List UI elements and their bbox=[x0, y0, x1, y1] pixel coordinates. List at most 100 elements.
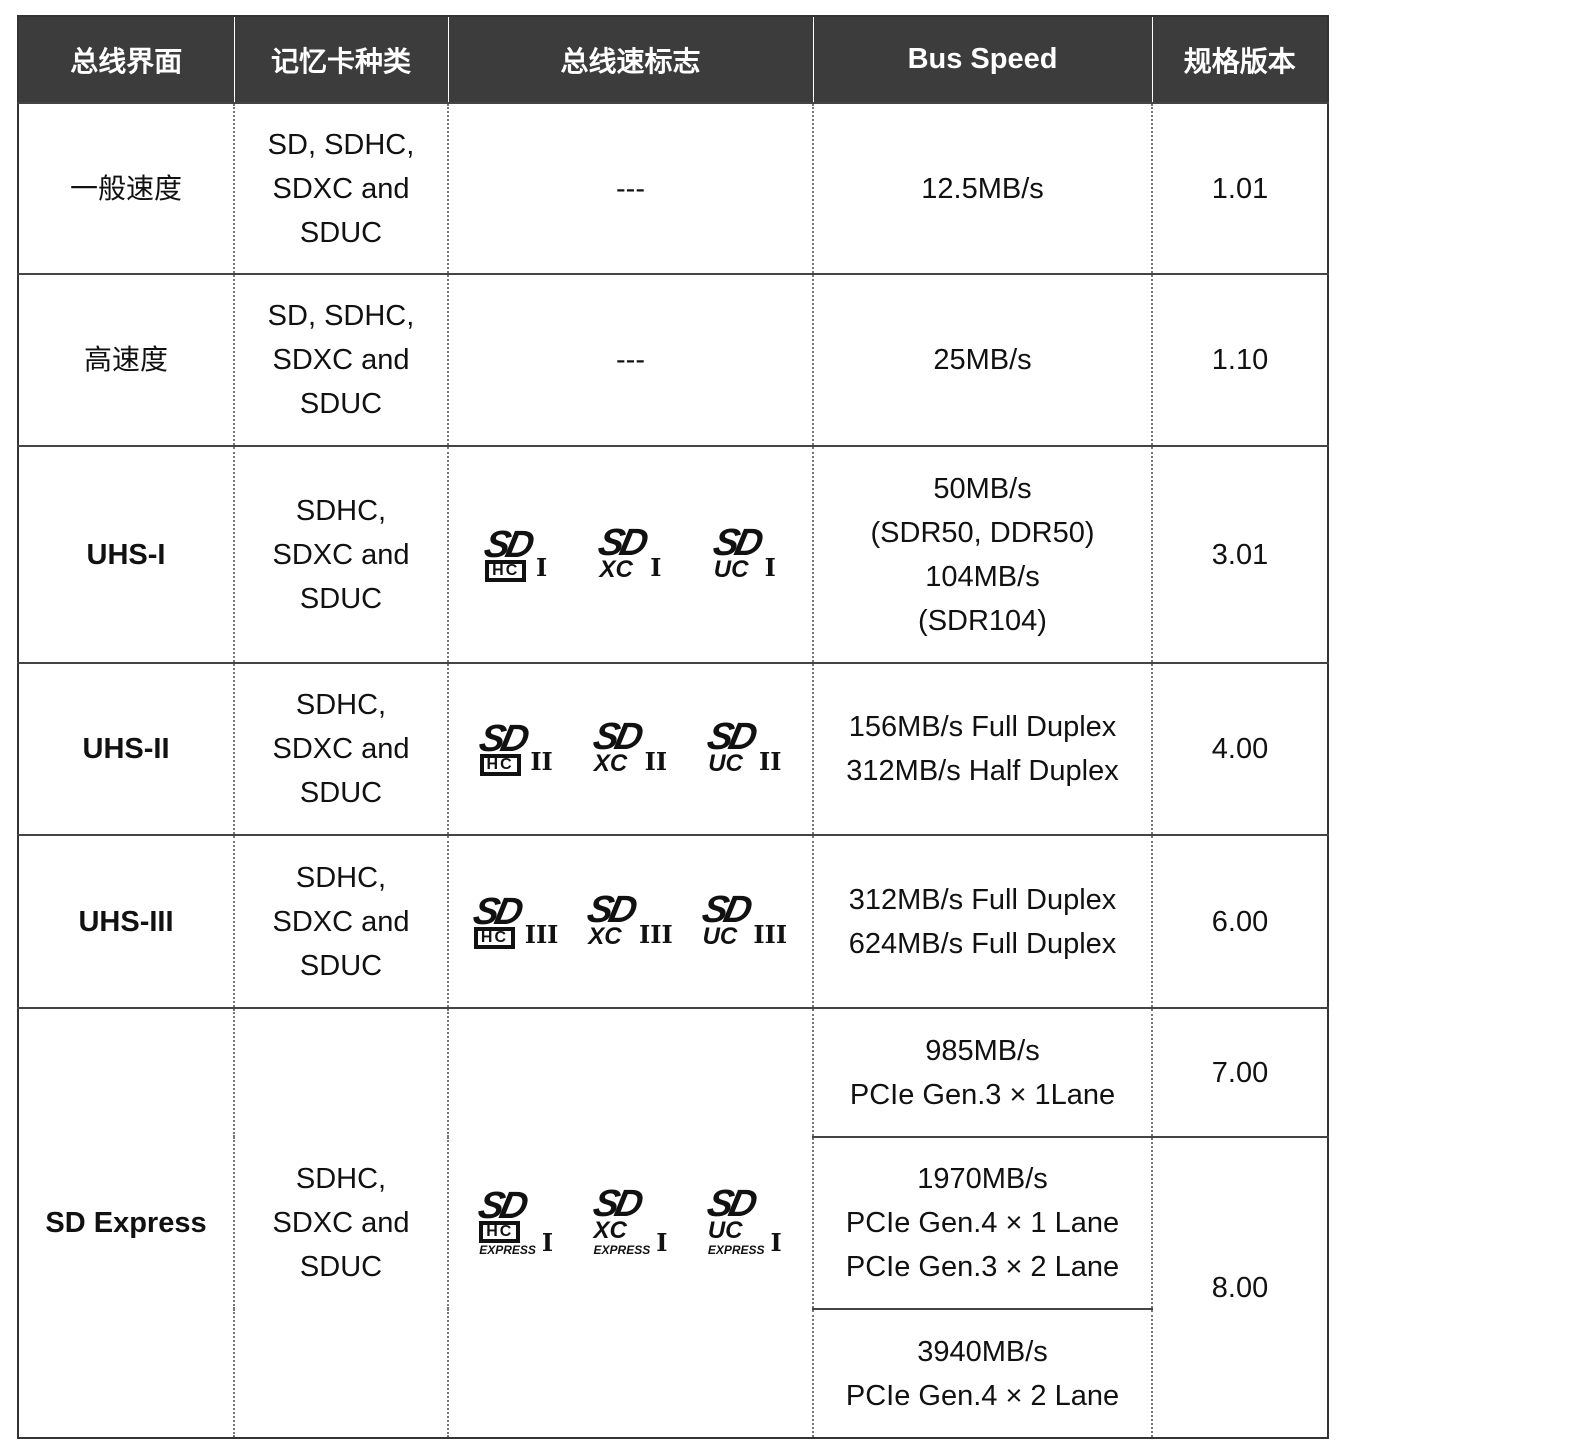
logo-bus-class: II bbox=[530, 747, 553, 776]
logo-capacity-text: XC bbox=[593, 750, 628, 777]
text-line: 50MB/s bbox=[933, 472, 1032, 505]
text-line: 1970MB/s bbox=[917, 1163, 1048, 1195]
logo-bus-class: III bbox=[639, 919, 673, 949]
header-version: 规格版本 bbox=[1151, 16, 1328, 103]
header-row: 总线界面 记忆卡种类 总线速标志 Bus Speed 规格版本 bbox=[17, 16, 1328, 103]
interface-cell: UHS-III bbox=[18, 834, 234, 1008]
card-type-cell: SDHC, SDXC and SDUC bbox=[233, 834, 448, 1008]
text-line: (SDR50, DDR50) bbox=[870, 516, 1095, 549]
logo-bus-class: I bbox=[770, 1228, 782, 1257]
header-logo: 总线速标志 bbox=[447, 16, 813, 103]
logo-capacity-text: HC bbox=[479, 754, 521, 776]
sd-xc-logo: SD XC I bbox=[595, 521, 661, 583]
text-line: PCIe Gen.3 × 2 Lane bbox=[845, 1251, 1120, 1283]
logo-express-text: EXPRESS bbox=[707, 1243, 765, 1257]
version-cell: 1.10 bbox=[1151, 273, 1328, 446]
text-line: 12.5MB/s bbox=[921, 172, 1044, 205]
card-type-cell: SD, SDHC, SDXC and SDUC bbox=[233, 102, 448, 274]
logo-cell: --- bbox=[447, 102, 813, 274]
text-line: (SDR104) bbox=[918, 604, 1047, 637]
card-type-cell: SD, SDHC, SDXC and SDUC bbox=[233, 273, 448, 446]
header-card-type: 记忆卡种类 bbox=[233, 16, 448, 103]
logo-sd-text: SD bbox=[595, 521, 649, 564]
bus-speed-cell: 25MB/s bbox=[812, 273, 1152, 446]
text-line: SDXC and bbox=[272, 344, 410, 376]
text-line: 312MB/s Half Duplex bbox=[846, 755, 1119, 787]
sd-xc-logo: SD XC III bbox=[583, 888, 673, 950]
logo-capacity-text: UC bbox=[702, 922, 738, 950]
logo-group: SD HC I SD XC I SD UC I bbox=[449, 521, 812, 583]
table-row: 高速度 SD, SDHC, SDXC and SDUC --- 25MB/s 1.1… bbox=[18, 273, 1328, 446]
table-row: UHS-II SDHC, SDXC and SDUC SD HC II SD XC … bbox=[18, 662, 1328, 835]
sd-uc-logo: SD UC EXPRESS I bbox=[703, 1183, 782, 1257]
logo-express-text: EXPRESS bbox=[479, 1243, 536, 1257]
logo-capacity-text: XC bbox=[593, 1217, 627, 1244]
logo-cell: SD HC III SD XC III SD UC III bbox=[447, 834, 813, 1008]
logo-group: SD HC III SD XC III SD UC III bbox=[449, 888, 812, 950]
text-line: SD, SDHC, bbox=[267, 128, 415, 161]
text-line: SDHC, bbox=[295, 861, 387, 894]
logo-capacity-text: UC bbox=[713, 555, 749, 583]
version-cell: 3.01 bbox=[1151, 445, 1328, 663]
text-line: SDHC, bbox=[295, 689, 387, 721]
logo-cell: SD HC I SD XC I SD UC I bbox=[447, 445, 813, 663]
logo-bus-class: I bbox=[535, 552, 548, 582]
logo-sd-text: SD bbox=[475, 718, 529, 760]
sd-hc-logo: SD HC II bbox=[475, 718, 553, 776]
logo-sd-text: SD bbox=[703, 716, 758, 758]
logo-sd-text: SD bbox=[589, 1183, 643, 1225]
logo-capacity-text: XC bbox=[599, 555, 633, 583]
bus-speed-cell: 50MB/s (SDR50, DDR50) 104MB/s (SDR104) bbox=[812, 445, 1152, 663]
text-line: SDXC and bbox=[272, 538, 410, 571]
sd-xc-logo: SD XC II bbox=[589, 716, 667, 777]
logo-sd-text: SD bbox=[583, 888, 638, 931]
version-cell: 8.00 bbox=[1151, 1136, 1328, 1438]
logo-bus-class: I bbox=[656, 1228, 668, 1257]
no-logo-text: --- bbox=[616, 344, 645, 376]
text-line: SDUC bbox=[299, 777, 383, 809]
table-row: 一般速度 SD, SDHC, SDXC and SDUC --- 12.5MB/s … bbox=[18, 102, 1328, 274]
logo-cell: SD HC EXPRESS I SD XC EXPRESS I SD UC EX… bbox=[447, 1007, 813, 1438]
sd-xc-logo: SD XC EXPRESS I bbox=[589, 1183, 668, 1257]
logo-bus-class: III bbox=[524, 919, 559, 949]
logo-capacity-text: HC bbox=[479, 1221, 521, 1243]
interface-cell: SD Express bbox=[18, 1007, 234, 1438]
text-line: 312MB/s Full Duplex bbox=[848, 883, 1117, 916]
text-line: 3940MB/s bbox=[917, 1335, 1048, 1368]
sd-hc-logo: SD HC I bbox=[481, 524, 548, 582]
card-type-cell: SDHC, SDXC and SDUC bbox=[233, 445, 448, 663]
version-cell: 1.01 bbox=[1151, 102, 1328, 274]
text-line: PCIe Gen.4 × 1 Lane bbox=[845, 1207, 1120, 1239]
version-cell: 4.00 bbox=[1151, 662, 1328, 835]
text-line: 985MB/s bbox=[925, 1034, 1040, 1067]
sd-uc-logo: SD UC I bbox=[709, 522, 775, 583]
sd-hc-logo: SD HC III bbox=[469, 891, 559, 949]
logo-sd-text: SD bbox=[698, 888, 752, 931]
logo-bus-class: II bbox=[758, 747, 782, 776]
bus-speed-cell: 3940MB/s PCIe Gen.4 × 2 Lane bbox=[812, 1308, 1152, 1438]
logo-bus-class: III bbox=[753, 919, 788, 949]
text-line: 156MB/s Full Duplex bbox=[848, 711, 1117, 743]
text-line: SDHC, bbox=[295, 494, 387, 527]
text-line: PCIe Gen.4 × 2 Lane bbox=[845, 1379, 1120, 1412]
logo-cell: --- bbox=[447, 273, 813, 446]
text-line: SDUC bbox=[299, 1251, 383, 1283]
text-line: 104MB/s bbox=[925, 560, 1040, 593]
logo-group: SD HC EXPRESS I SD XC EXPRESS I SD UC EX… bbox=[449, 1183, 812, 1257]
interface-cell: UHS-II bbox=[18, 662, 234, 835]
text-line: 25MB/s bbox=[933, 344, 1032, 376]
text-line: SDUC bbox=[299, 388, 383, 420]
version-cell: 6.00 bbox=[1151, 834, 1328, 1008]
table-row: UHS-III SDHC, SDXC and SDUC SD HC III SD X… bbox=[18, 834, 1328, 1008]
logo-capacity-text: XC bbox=[588, 922, 622, 950]
sd-hc-logo: SD HC EXPRESS I bbox=[475, 1185, 553, 1257]
logo-express-text: EXPRESS bbox=[593, 1243, 651, 1257]
card-type-cell: SDHC, SDXC and SDUC bbox=[233, 1007, 448, 1438]
text-line: SDXC and bbox=[272, 733, 410, 765]
logo-capacity-text: UC bbox=[708, 750, 743, 777]
table-row: 3940MB/s PCIe Gen.4 × 2 Lane bbox=[18, 1308, 1328, 1438]
logo-capacity-text: UC bbox=[707, 1217, 743, 1244]
interface-cell: UHS-I bbox=[18, 445, 234, 663]
header-interface: 总线界面 bbox=[17, 16, 234, 103]
logo-sd-text: SD bbox=[703, 1183, 758, 1225]
